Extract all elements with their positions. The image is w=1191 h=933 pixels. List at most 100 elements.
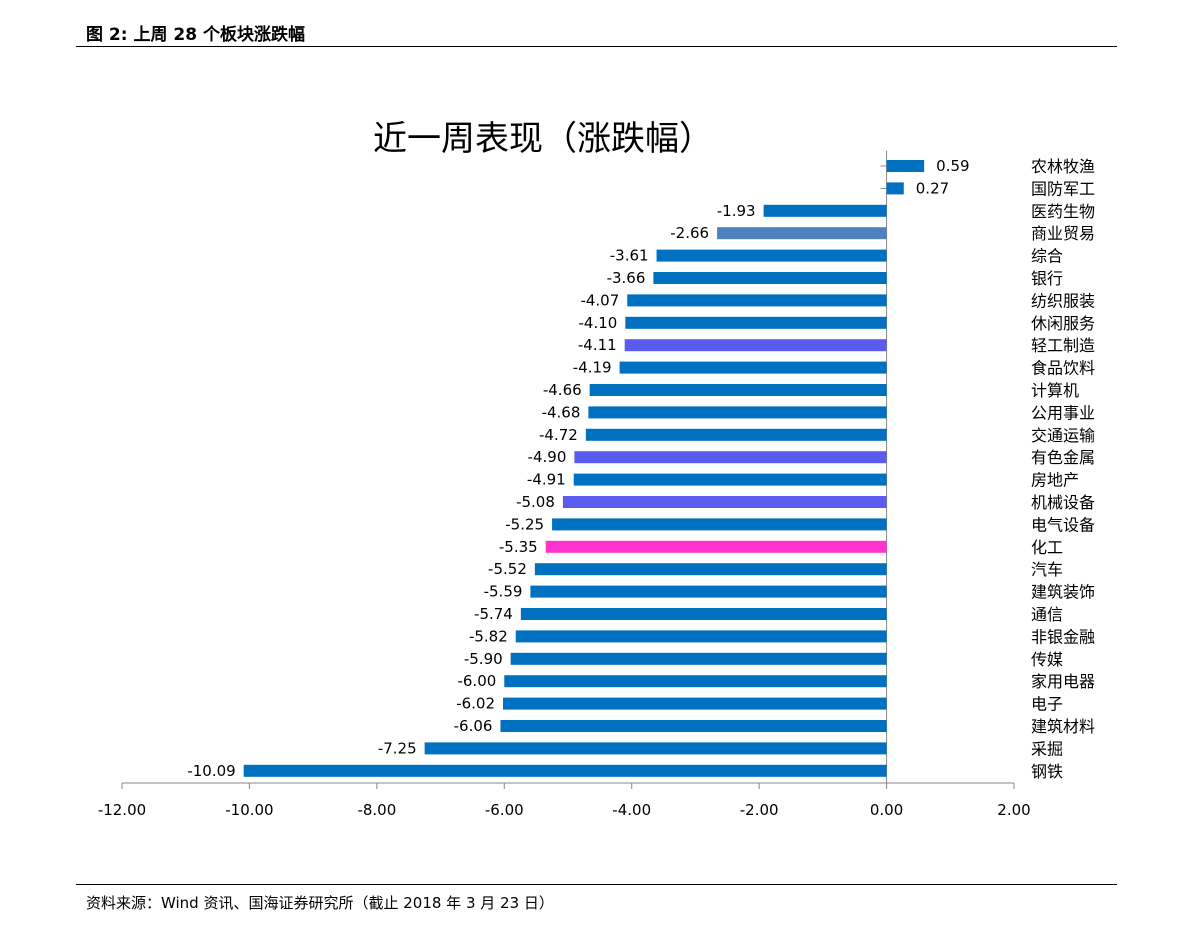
- x-tick-label: -4.00: [612, 801, 651, 819]
- value-label: -5.59: [484, 583, 523, 601]
- bar: [503, 697, 887, 710]
- bar: [510, 652, 887, 665]
- value-label: -5.82: [469, 627, 508, 645]
- value-label: -4.07: [580, 291, 619, 309]
- category-label: 建筑材料: [1031, 717, 1095, 736]
- category-label: 建筑装饰: [1031, 583, 1095, 602]
- x-tick-label: 2.00: [997, 801, 1030, 819]
- value-label: -1.93: [717, 202, 756, 220]
- bar: [573, 473, 887, 486]
- category-label: 交通运输: [1031, 426, 1095, 445]
- value-label: -6.02: [456, 695, 495, 713]
- bar: [886, 182, 904, 195]
- category-label: 农林牧渔: [1031, 157, 1095, 176]
- x-tick-label: -2.00: [740, 801, 779, 819]
- bar: [717, 227, 887, 240]
- x-tick-label: -10.00: [225, 801, 273, 819]
- value-label: -4.11: [578, 336, 617, 354]
- bar: [545, 540, 887, 553]
- value-label: -4.72: [539, 426, 578, 444]
- x-tick-label: -8.00: [357, 801, 396, 819]
- value-label: -4.68: [542, 403, 581, 421]
- value-label: -4.90: [528, 448, 567, 466]
- value-label: -4.66: [543, 381, 582, 399]
- category-label: 商业贸易: [1031, 224, 1095, 243]
- category-label: 有色金属: [1031, 448, 1095, 467]
- header-rule: [76, 46, 1117, 47]
- x-tick-label: -12.00: [98, 801, 146, 819]
- category-label: 食品饮料: [1031, 359, 1095, 378]
- category-label: 综合: [1031, 247, 1063, 266]
- value-label: -6.06: [454, 717, 493, 735]
- chart-axes: -12.00 -10.00 -8.00 -6.00 -4.00 -2.00 0.00 2.00: [98, 150, 1031, 819]
- value-label: -10.09: [187, 762, 235, 780]
- category-label: 电气设备: [1031, 515, 1095, 534]
- bar: [424, 742, 887, 755]
- bar: [530, 585, 887, 598]
- chart-bars: [243, 160, 925, 777]
- category-label: 医药生物: [1031, 202, 1095, 221]
- category-label: 房地产: [1031, 471, 1079, 490]
- category-labels: 农林牧渔国防军工医药生物商业贸易综合银行纺织服装休闲服务轻工制造食品饮料计算机公…: [1031, 157, 1095, 781]
- bar: [763, 204, 887, 217]
- source-note: 资料来源：Wind 资讯、国海证券研究所（截止 2018 年 3 月 23 日）: [86, 894, 554, 912]
- x-tick-label: -6.00: [485, 801, 524, 819]
- value-label: -4.19: [573, 359, 612, 377]
- bar: [574, 451, 887, 464]
- bar: [504, 675, 887, 688]
- category-label: 化工: [1031, 538, 1063, 557]
- bar: [588, 406, 887, 419]
- figure-caption: 图 2: 上周 28 个板块涨跌幅: [86, 25, 305, 45]
- value-label: 0.59: [936, 157, 969, 175]
- category-label: 纺织服装: [1031, 291, 1095, 310]
- bar: [625, 316, 887, 329]
- category-label: 汽车: [1031, 560, 1063, 579]
- category-label: 传媒: [1031, 650, 1063, 669]
- value-label: -3.61: [610, 247, 649, 265]
- chart-title: 近一周表现（涨跌幅）: [373, 119, 713, 159]
- value-label: -3.66: [607, 269, 646, 287]
- category-label: 电子: [1031, 695, 1063, 714]
- value-labels: 0.59 0.27 -1.93 -2.66 -3.61 -3.66 -4.07 -4.10 -4…: [187, 157, 969, 780]
- value-label: -5.35: [499, 538, 538, 556]
- x-tick-label: 0.00: [870, 801, 903, 819]
- value-label: -4.10: [579, 314, 618, 332]
- category-label: 轻工制造: [1031, 336, 1095, 355]
- value-label: -5.90: [464, 650, 503, 668]
- footer-rule: [76, 884, 1117, 885]
- bar: [552, 518, 887, 531]
- category-label: 非银金融: [1031, 627, 1095, 646]
- bar: [589, 384, 887, 396]
- bar: [243, 764, 887, 777]
- bar: [653, 272, 887, 284]
- bar: [500, 720, 887, 732]
- bar: [534, 563, 887, 576]
- value-label: -7.25: [378, 739, 417, 757]
- category-label: 家用电器: [1031, 672, 1095, 691]
- bar: [627, 294, 887, 307]
- category-label: 通信: [1031, 605, 1063, 624]
- value-label: -5.74: [474, 605, 513, 623]
- bar: [886, 160, 925, 172]
- value-label: -5.52: [488, 560, 527, 578]
- bar: [656, 249, 887, 262]
- bar: [619, 361, 887, 374]
- category-label: 国防军工: [1031, 179, 1095, 198]
- category-label: 采掘: [1031, 739, 1063, 758]
- value-label: -4.91: [527, 471, 566, 489]
- category-label: 机械设备: [1031, 493, 1095, 512]
- category-label: 计算机: [1031, 381, 1079, 400]
- value-label: -2.66: [670, 224, 709, 242]
- bar: [562, 496, 887, 508]
- category-label: 公用事业: [1031, 403, 1095, 422]
- bar: [585, 428, 887, 441]
- value-label: 0.27: [916, 179, 949, 197]
- value-label: -5.08: [516, 493, 555, 511]
- bar: [515, 630, 887, 643]
- category-label: 银行: [1031, 269, 1063, 288]
- bar: [520, 608, 887, 620]
- category-label: 休闲服务: [1031, 314, 1095, 333]
- value-label: -6.00: [457, 672, 496, 690]
- category-label: 钢铁: [1031, 762, 1063, 781]
